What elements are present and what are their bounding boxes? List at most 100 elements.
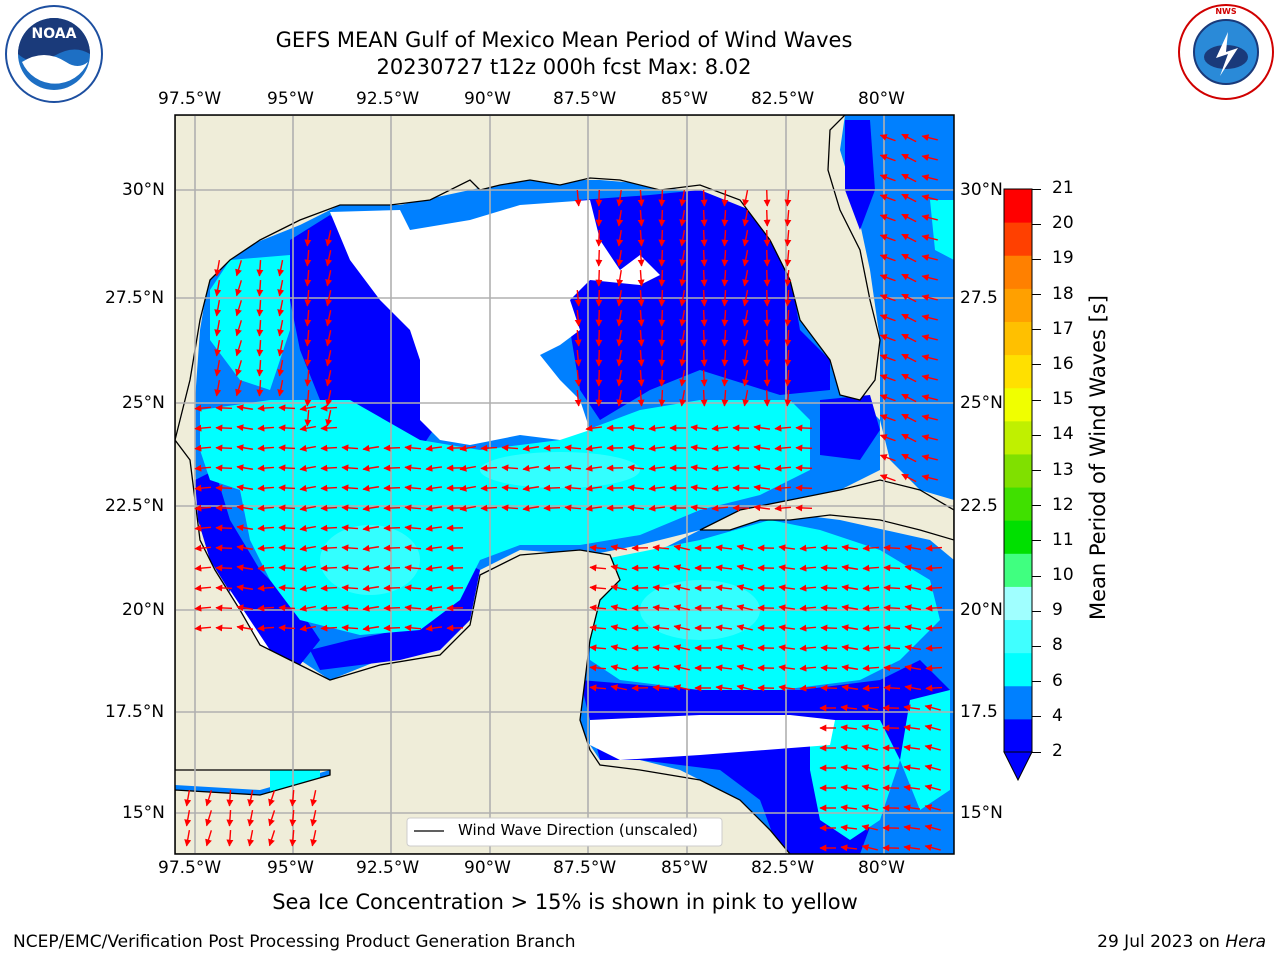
wave-direction-arrow bbox=[236, 564, 254, 572]
wave-direction-arrow bbox=[341, 504, 359, 512]
wave-direction-arrow bbox=[795, 464, 813, 472]
wave-direction-arrow bbox=[304, 349, 312, 367]
wave-direction-arrow bbox=[257, 404, 275, 412]
sea-ice-note: Sea Ice Concentration > 15% is shown in … bbox=[272, 890, 858, 914]
wave-direction-arrow bbox=[778, 604, 796, 612]
wave-direction-arrow bbox=[736, 584, 753, 591]
wave-direction-arrow bbox=[901, 233, 917, 243]
wave-direction-arrow bbox=[595, 349, 603, 367]
wave-direction-arrow bbox=[194, 504, 212, 512]
wave-direction-arrow bbox=[194, 584, 212, 592]
wave-direction-arrow bbox=[799, 564, 817, 572]
wave-direction-arrow bbox=[652, 584, 670, 592]
wave-direction-arrow bbox=[522, 504, 540, 512]
wave-direction-arrow bbox=[715, 624, 733, 632]
wave-direction-arrow bbox=[921, 274, 938, 281]
wave-direction-arrow bbox=[205, 830, 213, 847]
wave-direction-arrow bbox=[194, 464, 212, 472]
noaa-logo-text: NOAA bbox=[32, 26, 77, 42]
wave-direction-arrow bbox=[341, 444, 359, 452]
wave-direction-arrow bbox=[862, 544, 880, 552]
wave-direction-arrow bbox=[362, 564, 380, 572]
wave-direction-arrow bbox=[257, 424, 275, 432]
wave-direction-arrow bbox=[256, 359, 264, 377]
lat-label-right: 27.5 bbox=[960, 288, 998, 308]
wave-direction-arrow bbox=[673, 604, 690, 612]
colorbar-tick-label: 16 bbox=[1052, 353, 1074, 374]
wave-direction-arrow bbox=[883, 644, 901, 652]
wave-direction-arrow bbox=[679, 329, 687, 347]
wave-direction-arrow bbox=[921, 174, 938, 181]
wave-direction-arrow bbox=[215, 544, 233, 552]
wind-wave-arrows bbox=[184, 133, 943, 852]
wave-direction-arrow bbox=[679, 209, 687, 227]
wave-direction-arrow bbox=[574, 349, 582, 367]
wave-direction-arrow bbox=[700, 249, 708, 267]
wave-direction-arrow bbox=[194, 604, 212, 612]
wave-direction-arrow bbox=[861, 784, 878, 791]
wave-direction-arrow bbox=[820, 584, 838, 592]
wave-direction-arrow bbox=[742, 190, 750, 207]
wave-direction-arrow bbox=[277, 340, 285, 357]
wave-direction-arrow bbox=[658, 329, 666, 347]
wave-direction-arrow bbox=[304, 329, 312, 347]
wave-direction-arrow bbox=[879, 334, 896, 342]
wave-direction-arrow bbox=[700, 369, 708, 387]
wave-direction-arrow bbox=[924, 844, 941, 851]
colorbar-tick-label: 8 bbox=[1052, 635, 1063, 656]
wave-direction-arrow bbox=[901, 293, 917, 303]
wave-direction-arrow bbox=[784, 209, 792, 227]
wave-direction-arrow bbox=[799, 544, 817, 552]
wave-direction-arrow bbox=[501, 444, 519, 452]
wave-direction-arrow bbox=[648, 464, 666, 472]
colorbar-tick-label: 4 bbox=[1052, 705, 1063, 726]
wave-direction-arrow bbox=[425, 564, 443, 572]
wave-direction-arrow bbox=[522, 484, 540, 492]
wave-direction-arrow bbox=[784, 189, 792, 207]
wave-direction-arrow bbox=[325, 390, 333, 407]
lat-label-left: 27.5°N bbox=[105, 288, 165, 308]
wave-direction-arrow bbox=[299, 624, 317, 632]
wave-direction-arrow bbox=[616, 289, 624, 307]
colorbar-tick-label: 15 bbox=[1052, 389, 1074, 410]
wave-direction-arrow bbox=[236, 604, 254, 612]
wave-direction-arrow bbox=[501, 504, 519, 512]
lon-label-top: 92.5°W bbox=[356, 89, 420, 109]
wave-direction-arrow bbox=[924, 744, 941, 751]
wave-direction-arrow bbox=[799, 604, 817, 612]
colorbar-tick-mark bbox=[1032, 258, 1041, 260]
colorbar-tick-mark bbox=[1032, 716, 1041, 718]
wave-direction-arrow bbox=[778, 544, 796, 552]
wave-direction-arrow bbox=[753, 444, 771, 452]
wave-direction-arrow bbox=[841, 544, 859, 552]
wave-direction-arrow bbox=[840, 844, 858, 852]
wave-direction-arrow bbox=[673, 684, 690, 692]
wave-direction-arrow bbox=[215, 564, 233, 572]
wave-direction-arrow bbox=[362, 584, 380, 592]
wave-direction-arrow bbox=[247, 830, 255, 847]
lon-label-top: 80°W bbox=[858, 89, 905, 109]
wave-direction-arrow bbox=[404, 604, 422, 612]
wave-direction-arrow bbox=[256, 299, 264, 317]
wave-direction-arrow bbox=[820, 564, 838, 572]
wave-direction-arrow bbox=[362, 624, 380, 632]
wave-direction-arrow bbox=[921, 394, 938, 401]
wave-direction-arrow bbox=[901, 213, 917, 223]
wave-direction-arrow bbox=[715, 644, 733, 652]
wave-direction-arrow bbox=[501, 464, 519, 472]
wave-direction-arrow bbox=[721, 189, 729, 207]
wave-direction-arrow bbox=[325, 250, 333, 267]
wave-direction-arrow bbox=[235, 320, 243, 337]
wave-direction-arrow bbox=[214, 319, 222, 337]
wave-direction-arrow bbox=[901, 253, 917, 263]
wave-direction-arrow bbox=[480, 444, 498, 452]
colorbar-extend-triangle bbox=[1003, 751, 1033, 782]
colorbar-tick-label: 18 bbox=[1052, 283, 1074, 304]
wave-direction-arrow bbox=[589, 564, 607, 572]
wave-direction-arrow bbox=[862, 624, 880, 632]
wave-direction-arrow bbox=[648, 504, 666, 512]
wave-direction-arrow bbox=[879, 274, 896, 282]
wave-direction-arrow bbox=[236, 544, 254, 552]
wave-direction-arrow bbox=[226, 789, 234, 807]
lat-label-left: 20°N bbox=[122, 600, 165, 620]
